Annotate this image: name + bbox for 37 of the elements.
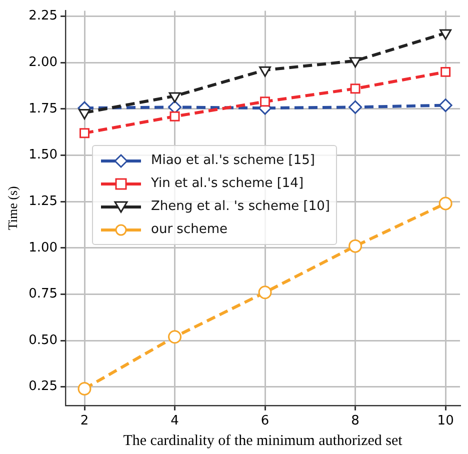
- y-tick-label: 1.75: [28, 101, 58, 116]
- legend-label: Yin et al.'s scheme [14]: [151, 176, 304, 191]
- y-tick-label: 1.50: [28, 148, 58, 163]
- x-tick-label: 8: [351, 414, 360, 429]
- point: [440, 29, 452, 40]
- x-tick-label: 2: [80, 414, 89, 429]
- x-tick-label: 4: [170, 414, 179, 429]
- point: [440, 66, 451, 77]
- point: [350, 84, 360, 94]
- y-tick-label: 1.00: [28, 240, 58, 256]
- point: [348, 100, 362, 114]
- y-tick-label: 0.50: [28, 332, 58, 348]
- point: [80, 128, 90, 138]
- y-tick-label: 2.25: [28, 8, 58, 24]
- point: [349, 57, 362, 68]
- y-tick-label: 2.00: [28, 55, 58, 70]
- legend-label: Miao et al.'s scheme [15]: [151, 153, 315, 168]
- legend-label: our scheme: [151, 222, 228, 237]
- point: [438, 196, 452, 210]
- y-axis-title: Time (s): [5, 186, 20, 230]
- y-tick-label: 1.25: [28, 194, 58, 209]
- point: [348, 239, 362, 253]
- y-tick-label: 0.75: [28, 286, 58, 302]
- point: [78, 382, 92, 396]
- point: [438, 98, 452, 112]
- point: [259, 66, 271, 77]
- point: [168, 330, 182, 344]
- point: [258, 286, 272, 300]
- x-axis-title: The cardinality of the minimum authorized set: [123, 432, 404, 449]
- x-tick-label: 10: [437, 414, 454, 429]
- point: [170, 111, 180, 122]
- x-tick-label: 6: [260, 414, 270, 429]
- legend-label: Zheng et al. 's scheme [10]: [151, 199, 330, 214]
- y-tick-label: 0.25: [28, 379, 58, 394]
- point: [168, 92, 181, 103]
- point: [78, 108, 90, 120]
- point: [260, 96, 270, 107]
